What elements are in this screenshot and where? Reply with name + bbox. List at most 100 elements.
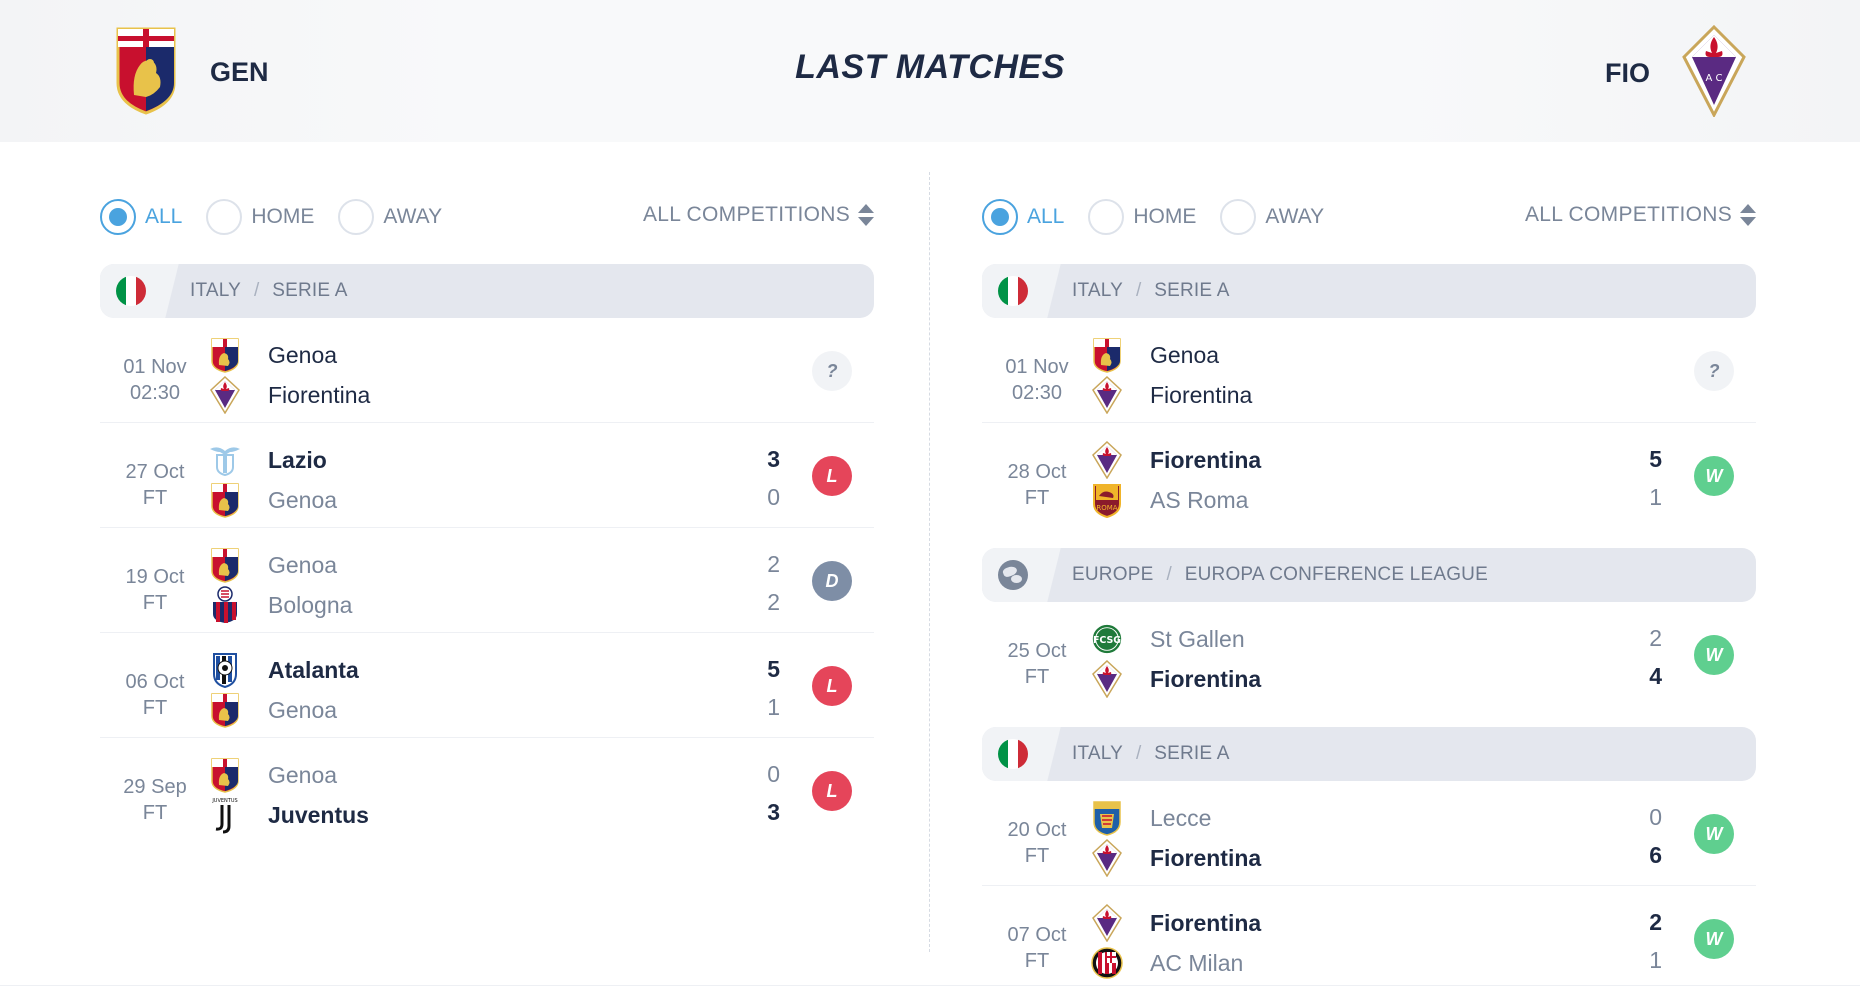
match-row[interactable]: 07 Oct FT Fiorentina AC Milan 2 1 W bbox=[982, 886, 1756, 991]
home-team[interactable]: Lecce bbox=[1090, 801, 1211, 836]
filter-all-label: ALL bbox=[1027, 205, 1065, 228]
away-team-name: Bologna bbox=[268, 591, 353, 618]
page-title: LAST MATCHES bbox=[795, 48, 1065, 86]
match-time: 02:30 bbox=[1011, 382, 1063, 404]
roma-crest-icon: ROMA bbox=[1090, 483, 1124, 518]
away-team[interactable]: ROMA AS Roma bbox=[1090, 483, 1248, 518]
fiorentina-crest-icon: A C bbox=[1682, 24, 1746, 122]
radio-circle[interactable] bbox=[1220, 199, 1257, 235]
match-row[interactable]: 01 Nov 02:30 Genoa Fiorentina? bbox=[982, 318, 1756, 423]
match-time: FT bbox=[142, 487, 168, 509]
radio-circle[interactable] bbox=[1088, 199, 1125, 235]
competition-header[interactable]: ITALY / SERIE A bbox=[982, 264, 1756, 318]
away-team-matches-panel: ALL HOME AWAY ALL COMPETITIONS ITALY / SER… bbox=[982, 190, 1756, 991]
home-score: 3 bbox=[767, 446, 780, 472]
fiorentina-crest-icon bbox=[1090, 904, 1124, 942]
home-team[interactable]: Genoa bbox=[208, 548, 337, 583]
home-team[interactable]: FCSG St Gallen bbox=[1090, 622, 1245, 656]
away-team[interactable]: Bologna bbox=[208, 586, 353, 623]
away-team[interactable]: FIO A C bbox=[1605, 24, 1746, 122]
radio-circle[interactable] bbox=[338, 199, 375, 235]
away-team[interactable]: Genoa bbox=[208, 483, 337, 518]
home-team-name: Fiorentina bbox=[1150, 909, 1262, 936]
away-score: 1 bbox=[1649, 947, 1662, 973]
away-team[interactable]: Fiorentina bbox=[208, 376, 371, 414]
svg-text:A C: A C bbox=[1705, 73, 1722, 84]
away-team-name: Genoa bbox=[268, 696, 338, 723]
genoa-crest-icon bbox=[1090, 338, 1124, 373]
home-team[interactable]: Fiorentina bbox=[1090, 904, 1262, 942]
home-team[interactable]: Lazio bbox=[208, 443, 327, 477]
home-team[interactable]: Genoa bbox=[208, 338, 338, 373]
match-groups: ITALY / SERIE A 01 Nov 02:30 Genoa Fiorentina?… bbox=[982, 264, 1756, 991]
radio-circle[interactable] bbox=[206, 199, 243, 235]
filter-home-radio[interactable]: HOME bbox=[1088, 199, 1196, 235]
genoa-crest-icon bbox=[208, 483, 242, 518]
home-team[interactable]: GEN bbox=[114, 25, 269, 120]
home-score: 5 bbox=[767, 656, 780, 682]
match-row[interactable]: 25 Oct FT FCSG St Gallen Fiorentina 2 4 W bbox=[982, 602, 1756, 707]
filter-all-radio[interactable]: ALL bbox=[982, 199, 1064, 235]
fiorentina-crest-icon bbox=[1090, 376, 1124, 414]
away-team-name: Fiorentina bbox=[1150, 844, 1262, 871]
home-team[interactable]: Fiorentina bbox=[1090, 441, 1262, 479]
competition-header[interactable]: ITALY / SERIE A bbox=[100, 264, 874, 318]
match-row[interactable]: 01 Nov 02:30 Genoa Fiorentina? bbox=[100, 318, 874, 423]
match-row[interactable]: 19 Oct FT Genoa Bologna 2 2 D bbox=[100, 528, 874, 633]
match-date: 01 Nov 02:30 bbox=[982, 354, 1092, 406]
genoa-crest-icon bbox=[114, 25, 178, 120]
match-row[interactable]: 29 Sep FT Genoa JUVENTUS Juventus 0 3 L bbox=[100, 738, 874, 843]
competition-header[interactable]: EUROPE / EUROPA CONFERENCE LEAGUE bbox=[982, 548, 1756, 602]
radio-circle[interactable] bbox=[982, 199, 1018, 235]
match-row[interactable]: 20 Oct FT Lecce Fiorentina 0 6 W bbox=[982, 781, 1756, 886]
filter-away-radio[interactable]: AWAY bbox=[1220, 199, 1324, 235]
svg-text:JUVENTUS: JUVENTUS bbox=[211, 798, 237, 804]
competition-header[interactable]: ITALY / SERIE A bbox=[982, 727, 1756, 781]
home-team-name: Genoa bbox=[268, 761, 338, 788]
home-team[interactable]: Genoa bbox=[1090, 338, 1219, 373]
competition-country: ITALY bbox=[1072, 743, 1123, 764]
home-team-name: St Gallen bbox=[1150, 625, 1245, 652]
breadcrumb-separator: / bbox=[1135, 280, 1142, 301]
competition-select[interactable]: ALL COMPETITIONS bbox=[1525, 203, 1756, 227]
away-team-abbr: FIO bbox=[1605, 58, 1650, 88]
match-date: 25 Oct FT bbox=[982, 638, 1092, 690]
competition-league: EUROPA CONFERENCE LEAGUE bbox=[1184, 564, 1488, 585]
away-team[interactable]: Genoa bbox=[208, 693, 338, 728]
filter-home-radio[interactable]: HOME bbox=[206, 199, 314, 235]
fiorentina-crest-icon bbox=[1090, 839, 1124, 877]
competition-select-label: ALL COMPETITIONS bbox=[642, 203, 850, 226]
away-team[interactable]: Fiorentina bbox=[1090, 376, 1252, 414]
away-score: 3 bbox=[767, 799, 780, 825]
home-team-name: Genoa bbox=[268, 341, 338, 368]
genoa-crest-icon bbox=[208, 758, 242, 793]
filter-away-radio[interactable]: AWAY bbox=[338, 199, 442, 235]
match-time: FT bbox=[142, 592, 168, 614]
match-row[interactable]: 28 Oct FT Fiorentina ROMA AS Roma 5 1 W bbox=[982, 423, 1756, 528]
home-score: 2 bbox=[1649, 625, 1662, 651]
away-team[interactable]: JUVENTUS Juventus bbox=[208, 798, 369, 834]
home-team[interactable]: Genoa bbox=[208, 758, 338, 793]
match-groups: ITALY / SERIE A 01 Nov 02:30 Genoa Fiorentina?… bbox=[100, 264, 874, 843]
filter-away-label: AWAY bbox=[1265, 205, 1325, 228]
competition-select[interactable]: ALL COMPETITIONS bbox=[643, 203, 874, 227]
home-team-name: Fiorentina bbox=[1150, 446, 1262, 473]
match-date: 28 Oct FT bbox=[982, 459, 1092, 511]
result-badge: W bbox=[1694, 456, 1734, 496]
filter-all-radio[interactable]: ALL bbox=[100, 199, 182, 235]
away-team[interactable]: Fiorentina bbox=[1090, 660, 1261, 698]
match-day: 19 Oct bbox=[125, 566, 185, 588]
away-team-name: Juventus bbox=[268, 801, 369, 828]
away-team-name: Fiorentina bbox=[268, 381, 371, 408]
match-day: 07 Oct bbox=[1007, 924, 1067, 946]
fiorentina-crest-icon bbox=[208, 376, 242, 414]
match-time: FT bbox=[1024, 666, 1050, 688]
away-team[interactable]: Fiorentina bbox=[1090, 839, 1262, 877]
away-team[interactable]: AC Milan bbox=[1090, 946, 1243, 980]
radio-circle[interactable] bbox=[100, 199, 136, 235]
home-team[interactable]: Atalanta bbox=[208, 653, 359, 688]
match-row[interactable]: 27 Oct FT Lazio Genoa 3 0 L bbox=[100, 423, 874, 528]
competition-country: EUROPE bbox=[1072, 564, 1154, 585]
away-score: 1 bbox=[1649, 484, 1662, 510]
match-row[interactable]: 06 Oct FT Atalanta Genoa 5 1 L bbox=[100, 633, 874, 738]
